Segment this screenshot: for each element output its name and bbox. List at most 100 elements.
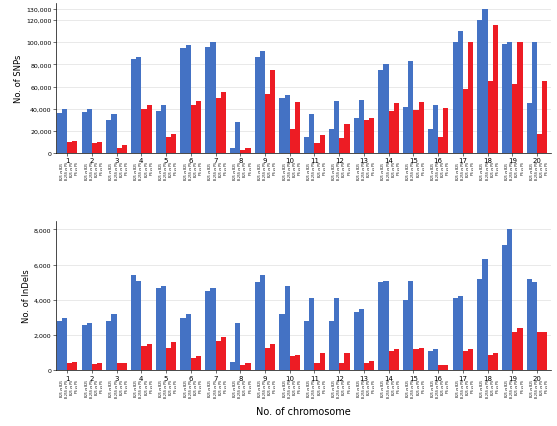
Text: PS vs PS: PS vs PS <box>372 379 376 391</box>
Text: B25 vs PS: B25 vs PS <box>194 379 198 394</box>
Text: B25 vs PS: B25 vs PS <box>491 162 495 177</box>
Text: B.25S vs PS: B.25S vs PS <box>139 379 143 397</box>
Bar <box>320 353 325 371</box>
Bar <box>389 351 394 371</box>
Text: B25 vs B25: B25 vs B25 <box>406 162 410 179</box>
Bar <box>211 288 216 371</box>
Bar <box>418 103 424 154</box>
Bar <box>81 325 87 371</box>
Text: B25 vs B25: B25 vs B25 <box>480 162 485 179</box>
Bar <box>378 283 383 371</box>
Text: B25 vs B25: B25 vs B25 <box>109 162 114 179</box>
Text: B25 vs B25: B25 vs B25 <box>307 379 311 396</box>
Text: B25 vs PS: B25 vs PS <box>466 379 470 394</box>
Text: PS vs PS: PS vs PS <box>273 162 277 175</box>
Bar <box>463 351 468 371</box>
Bar <box>136 281 141 371</box>
Text: B.25S vs PS: B.25S vs PS <box>189 162 193 180</box>
Text: B25 vs PS: B25 vs PS <box>293 162 297 177</box>
Bar <box>493 26 498 154</box>
Bar <box>235 323 240 371</box>
Text: B25 vs B25: B25 vs B25 <box>456 162 460 179</box>
Text: B25 vs B25: B25 vs B25 <box>233 379 237 396</box>
Bar <box>280 314 285 371</box>
Text: PS vs PS: PS vs PS <box>323 379 327 391</box>
Bar <box>196 102 201 154</box>
Bar <box>205 47 211 154</box>
Text: B.25S vs PS: B.25S vs PS <box>486 162 490 180</box>
Text: B.25S vs PS: B.25S vs PS <box>312 162 316 180</box>
Text: PS vs PS: PS vs PS <box>521 379 525 391</box>
Text: B25 vs PS: B25 vs PS <box>219 379 223 394</box>
Bar <box>285 96 290 154</box>
Bar <box>290 130 295 154</box>
Text: B25 vs PS: B25 vs PS <box>317 162 321 177</box>
Bar <box>240 150 246 154</box>
Text: B25 vs B25: B25 vs B25 <box>356 379 361 396</box>
Bar <box>122 363 127 371</box>
Bar <box>507 230 512 371</box>
Text: B25 vs B25: B25 vs B25 <box>85 379 89 396</box>
Y-axis label: No. of SNPs: No. of SNPs <box>14 55 23 103</box>
Text: B25 vs PS: B25 vs PS <box>194 162 198 177</box>
Bar <box>196 357 201 371</box>
Text: PS vs PS: PS vs PS <box>471 379 475 391</box>
Bar <box>230 362 235 371</box>
Text: B.25S vs PS: B.25S vs PS <box>90 162 94 180</box>
Bar <box>295 103 300 154</box>
Bar <box>67 143 72 154</box>
Text: PS vs PS: PS vs PS <box>323 162 327 175</box>
Text: B.25S vs PS: B.25S vs PS <box>115 162 119 180</box>
Text: PS vs PS: PS vs PS <box>422 379 426 391</box>
Bar <box>97 143 102 154</box>
Bar <box>131 276 136 371</box>
Text: B25 vs PS: B25 vs PS <box>441 379 445 394</box>
Bar <box>67 363 72 371</box>
Text: PS vs PS: PS vs PS <box>397 162 401 175</box>
Bar <box>482 260 487 371</box>
Text: B25 vs PS: B25 vs PS <box>367 379 371 394</box>
Text: B25 vs B25: B25 vs B25 <box>282 379 286 396</box>
Text: B.25S vs PS: B.25S vs PS <box>387 162 390 180</box>
Bar <box>344 125 350 154</box>
Text: B25 vs PS: B25 vs PS <box>95 162 99 177</box>
Bar <box>97 363 102 371</box>
Text: B.25S vs PS: B.25S vs PS <box>288 379 292 397</box>
Bar <box>304 137 309 154</box>
Text: B.25S vs PS: B.25S vs PS <box>115 379 119 397</box>
Bar <box>468 349 473 371</box>
Text: PS vs PS: PS vs PS <box>348 379 351 391</box>
Text: B25 vs B25: B25 vs B25 <box>109 379 114 396</box>
Bar <box>438 366 443 371</box>
Text: B25 vs B25: B25 vs B25 <box>134 162 138 179</box>
Bar <box>106 321 111 371</box>
Text: PS vs PS: PS vs PS <box>545 379 549 391</box>
Bar <box>136 58 141 154</box>
Text: PS vs PS: PS vs PS <box>471 162 475 175</box>
Text: B.25S vs PS: B.25S vs PS <box>238 379 242 397</box>
Text: B25 vs PS: B25 vs PS <box>268 162 272 177</box>
Bar <box>502 45 507 154</box>
Text: B25 vs PS: B25 vs PS <box>243 162 247 177</box>
Bar <box>458 297 463 371</box>
Text: B25 vs PS: B25 vs PS <box>417 379 421 394</box>
Bar <box>260 52 265 154</box>
Bar <box>72 362 77 371</box>
Bar <box>116 148 122 154</box>
Bar <box>542 332 548 371</box>
Bar <box>246 148 251 154</box>
Text: B25 vs B25: B25 vs B25 <box>159 379 163 396</box>
Text: B25 vs PS: B25 vs PS <box>540 379 544 394</box>
Bar <box>309 115 315 154</box>
Bar <box>180 318 185 371</box>
Bar <box>468 43 473 154</box>
Text: B.25S vs PS: B.25S vs PS <box>337 379 341 397</box>
Text: B.25S vs PS: B.25S vs PS <box>436 379 440 397</box>
Bar <box>246 363 251 371</box>
Bar <box>403 300 408 371</box>
Bar <box>477 279 482 371</box>
Bar <box>443 365 448 371</box>
Text: B25 vs PS: B25 vs PS <box>317 379 321 394</box>
Text: B25 vs B25: B25 vs B25 <box>406 379 410 396</box>
Text: B25 vs B25: B25 vs B25 <box>85 162 89 179</box>
